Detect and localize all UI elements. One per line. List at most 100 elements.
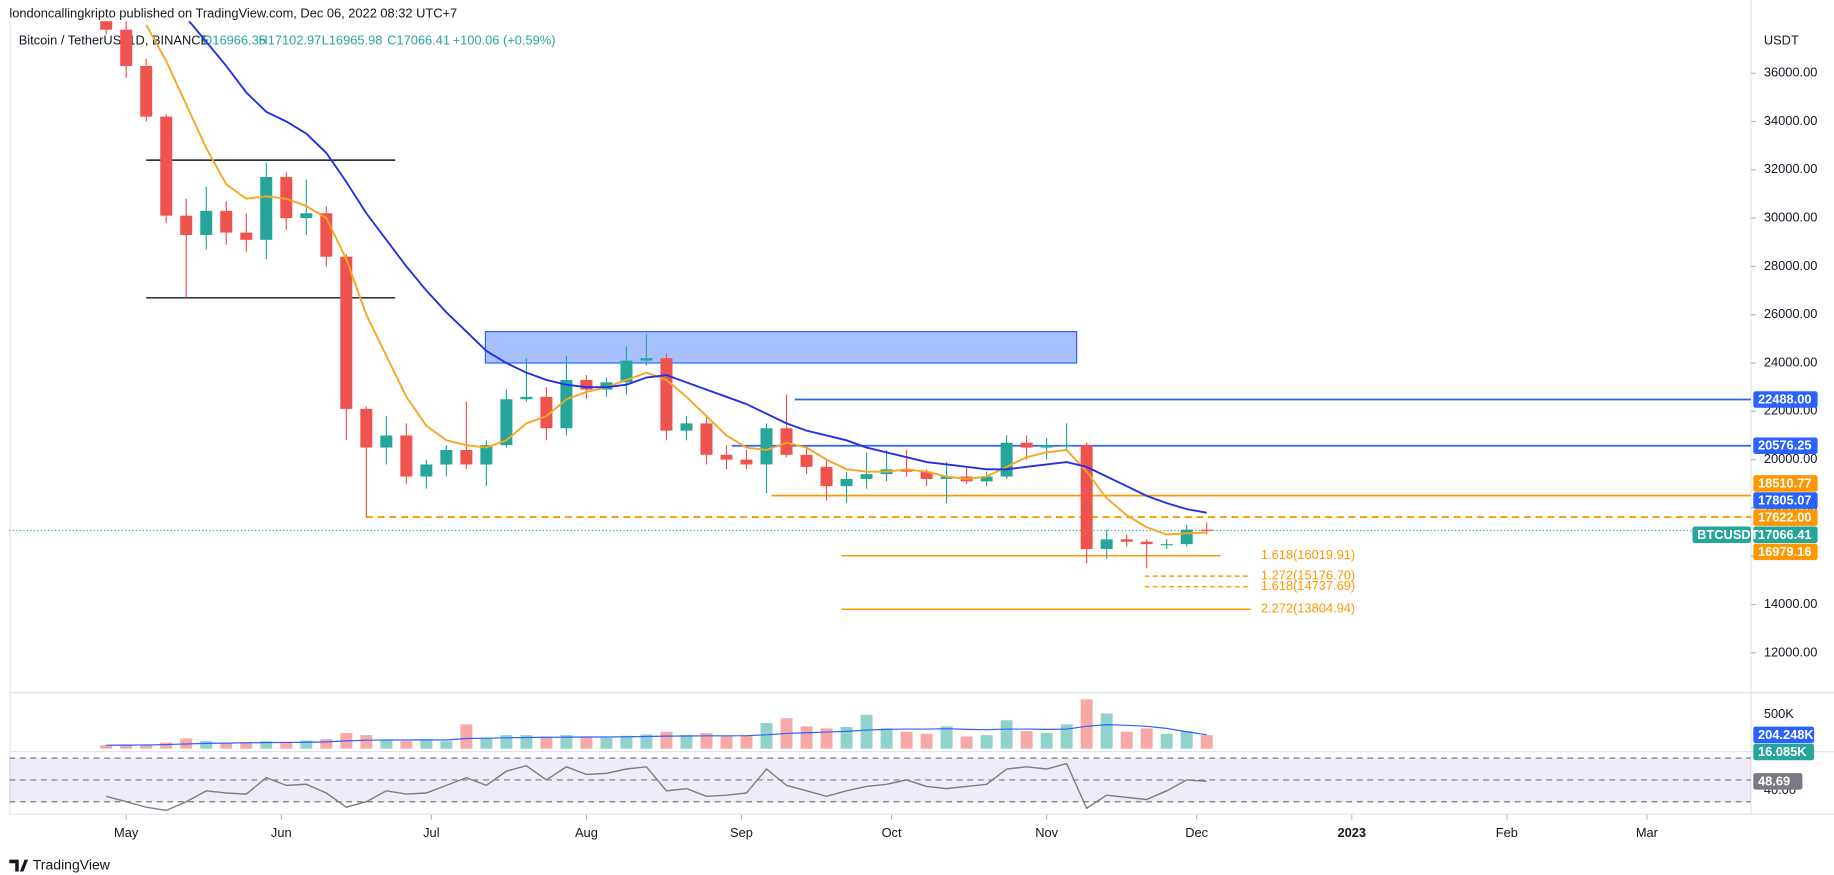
volume-bar (1160, 733, 1173, 749)
volume-bar (920, 733, 933, 749)
candle-body (160, 116, 173, 216)
volume-bar (1100, 713, 1113, 749)
candle-body (120, 29, 133, 66)
volume-bar (440, 741, 453, 749)
volume-bar (880, 728, 893, 749)
volume-bar (840, 727, 853, 749)
volume-bar (1020, 731, 1033, 749)
candle-body (560, 379, 573, 429)
candle-body (780, 428, 793, 455)
volume-bar (200, 741, 213, 749)
candle-body (300, 213, 313, 219)
ohlc-value: O16966.35 (202, 33, 266, 48)
x-tick-label: Feb (1496, 825, 1518, 840)
volume-bar (220, 742, 233, 749)
candle-body (980, 476, 993, 482)
candle-body (700, 423, 713, 455)
volume-bar (520, 735, 533, 749)
volume-bar (800, 726, 813, 749)
price-label-box (1753, 437, 1818, 454)
volume-bar (700, 733, 713, 749)
volume-bar (1060, 724, 1073, 749)
candle-body (1200, 529, 1213, 531)
volume-bar (1180, 731, 1193, 749)
price-label-box (1753, 475, 1818, 492)
price-label-box (1753, 391, 1818, 408)
volume-bar (760, 722, 773, 749)
volume-bar (1040, 733, 1053, 749)
footer-brand: TradingView (33, 856, 111, 872)
tradingview-logo (9, 859, 29, 872)
price-label: 17805.07 (1758, 493, 1812, 508)
candle-body (380, 435, 393, 448)
rsi-band (9, 758, 1751, 802)
candle-body (520, 396, 533, 400)
candle-body (1000, 442, 1013, 477)
candle-body (1180, 529, 1193, 545)
fib-label: 2.272(13804.94) (1261, 601, 1355, 616)
price-pane: 1.618(16019.91) 1.272(15176.70)1.618(1473… (9, 21, 1751, 616)
volume-bar (640, 734, 653, 749)
volume-bar (600, 737, 613, 749)
y-tick-label: 34000.00 (1764, 113, 1818, 128)
candle-body (140, 65, 153, 117)
x-tick-label: Aug (575, 825, 598, 840)
price-label: 204.248K (1758, 727, 1814, 742)
moving-average (145, 24, 1207, 536)
ohlc-value: +100.06 (+0.59%) (453, 33, 556, 48)
y-unit: USDT (1764, 33, 1799, 48)
price-label-box (1753, 543, 1818, 561)
y-tick-label: 20000.00 (1764, 451, 1818, 466)
y-tick-label: 26000.00 (1764, 306, 1818, 321)
y-tick-label: 14000.00 (1764, 596, 1818, 611)
candle-body (280, 177, 293, 219)
y-tick-label: 24000.00 (1764, 354, 1818, 369)
candle-body (480, 445, 493, 465)
price-label: 20576.25 (1758, 438, 1812, 453)
candle-body (920, 471, 933, 479)
publisher: londoncallingkripto published on Trading… (9, 6, 457, 21)
candle-body (860, 474, 873, 479)
moving-average (188, 21, 1207, 514)
volume-bar (1140, 728, 1153, 749)
volume-bar (580, 736, 593, 749)
price-label: 48.69 (1758, 773, 1790, 788)
volume-bar (260, 741, 273, 749)
candle-body (1160, 544, 1173, 546)
x-tick-label: Jun (271, 825, 292, 840)
volume-bar (900, 731, 913, 749)
candle-body (1020, 442, 1033, 448)
volume-ma (106, 724, 1207, 746)
volume-bar (280, 741, 293, 749)
x-tick-label: 2023 (1337, 825, 1366, 840)
x-tick-label: Oct (882, 825, 902, 840)
price-label-box (1753, 726, 1815, 744)
price-label: 17622.00 (1758, 510, 1812, 525)
x-tick-label: Mar (1636, 825, 1659, 840)
candle-body (660, 358, 673, 431)
volume-pane (100, 699, 1213, 749)
volume-bar (660, 731, 673, 749)
candle-body (840, 478, 853, 487)
volume-bar (380, 739, 393, 749)
volume-bar (980, 735, 993, 749)
ohlc-value: L16965.98 (322, 33, 383, 48)
volume-bar (720, 735, 733, 749)
symbol-tag: BTCUSDT (1697, 527, 1758, 542)
x-tick-label: Sep (730, 825, 753, 840)
candle-body (900, 469, 913, 472)
volume-bar (620, 735, 633, 749)
candle-body (760, 428, 773, 465)
candle-body (440, 449, 453, 465)
volume-bar (360, 735, 373, 749)
price-label-box (1753, 773, 1803, 790)
candle-body (400, 435, 413, 477)
fib-label: 1.618(14737.69) (1261, 578, 1355, 593)
candle-body (200, 210, 213, 236)
volume-bar (540, 736, 553, 749)
volume-bar (1200, 735, 1213, 749)
ohlc-value: H17102.97 (258, 33, 321, 48)
